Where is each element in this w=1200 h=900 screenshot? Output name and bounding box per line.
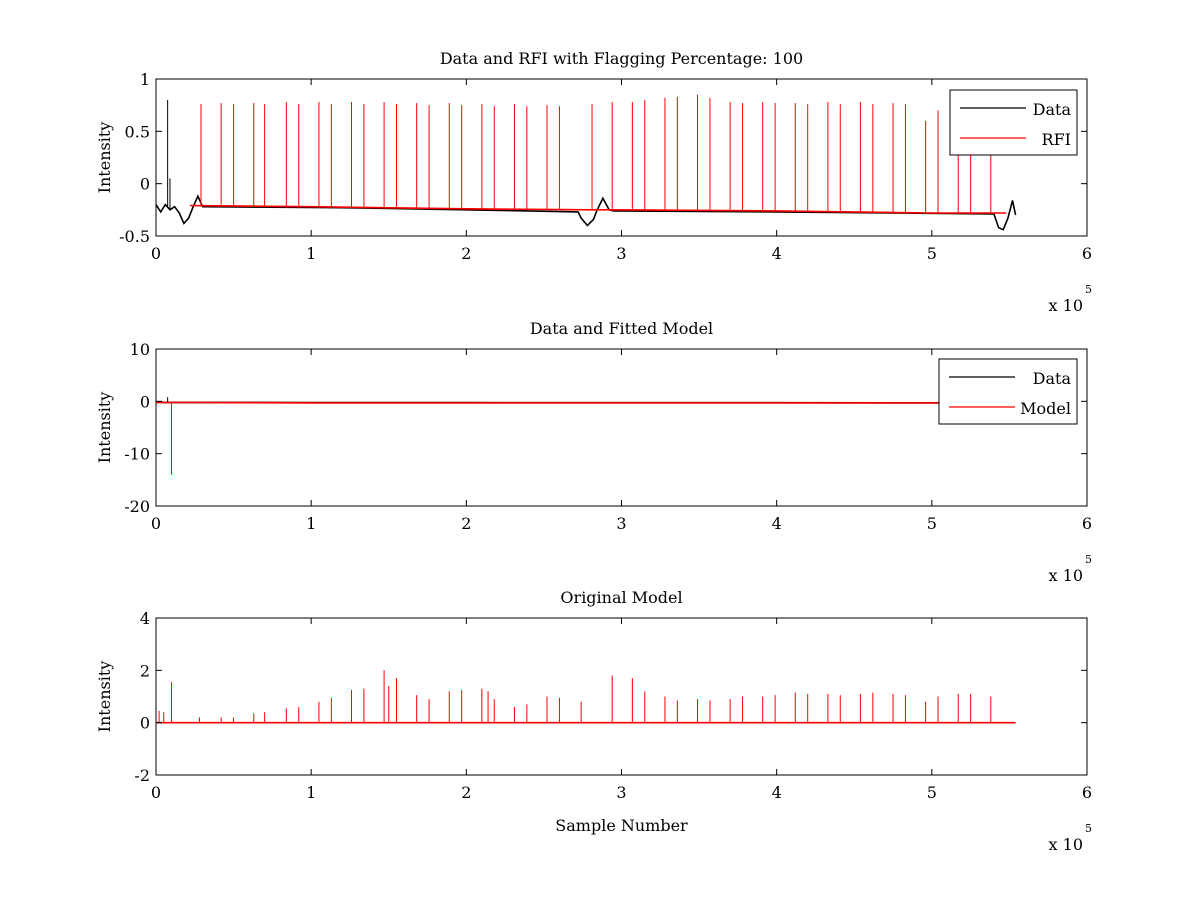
y-tick-label: -2 [134,766,150,785]
legend-box [949,89,1078,156]
legend-box [938,358,1078,425]
y-tick-label: -10 [124,445,150,464]
plot-area [155,348,1088,507]
x-tick-label: 6 [1082,514,1092,533]
data-series-line [156,194,1017,231]
x-exponent-label: x 10 [1049,296,1083,315]
chart-title: Data and RFI with Flagging Percentage: 1… [440,49,803,68]
x-exponent-power: 5 [1085,822,1092,835]
chart-title: Original Model [560,588,682,607]
x-tick-label: 3 [616,783,626,802]
x-tick-label: 5 [927,244,937,263]
legend-label-rfi: RFI [1042,130,1071,149]
x-tick-label: 0 [151,783,161,802]
y-tick-label: 0 [140,714,150,733]
x-tick-label: 1 [306,783,316,802]
x-tick-label: 4 [772,514,782,533]
x-tick-label: 1 [306,244,316,263]
y-tick-label: 0 [140,392,150,411]
rfi-series-line [190,204,1007,214]
legend: Data RFI [949,89,1078,156]
series-group [156,670,1016,724]
x-tick-label: 6 [1082,783,1092,802]
x-tick-label: 5 [927,514,937,533]
y-axis-label: Intensity [95,392,114,464]
y-tick-label: -20 [124,497,150,516]
y-tick-label: 2 [140,661,150,680]
y-tick-label: 4 [140,609,150,628]
y-tick-label: 10 [130,340,150,359]
x-tick-label: 2 [461,244,471,263]
y-tick-label: 0.5 [125,122,150,141]
legend: Data Model [938,358,1078,425]
plot-area [155,617,1088,776]
chart-title: Data and Fitted Model [530,319,713,338]
x-tick-label: 0 [151,244,161,263]
x-tick-label: 4 [772,244,782,263]
x-axis-label: Sample Number [555,816,688,835]
x-exponent-label: x 10 [1049,566,1083,585]
y-axis-label: Intensity [95,661,114,733]
y-tick-label: 0 [140,175,150,194]
x-tick-label: 3 [616,514,626,533]
x-tick-label: 4 [772,783,782,802]
y-tick-label: 1 [140,70,150,89]
x-tick-label: 2 [461,783,471,802]
y-tick-label: -0.5 [119,227,150,246]
model-series-line [156,401,1016,404]
x-tick-label: 6 [1082,244,1092,263]
x-tick-label: 5 [927,783,937,802]
legend-label-data: Data [1033,100,1072,119]
x-tick-label: 2 [461,514,471,533]
x-exponent-label: x 10 [1049,835,1083,854]
x-tick-label: 3 [616,244,626,263]
y-axis-label: Intensity [95,122,114,194]
x-exponent-power: 5 [1085,553,1092,566]
series-group [156,94,1017,231]
series-group [156,397,1016,475]
x-tick-label: 1 [306,514,316,533]
legend-label-data: Data [1033,369,1072,388]
x-tick-label: 0 [151,514,161,533]
legend-label-model: Model [1020,399,1071,418]
x-exponent-power: 5 [1085,283,1092,296]
subplot-middle: 0 1 2 3 4 5 6 -20 -10 0 10 Data and Fitted Model Int… [95,319,1092,585]
